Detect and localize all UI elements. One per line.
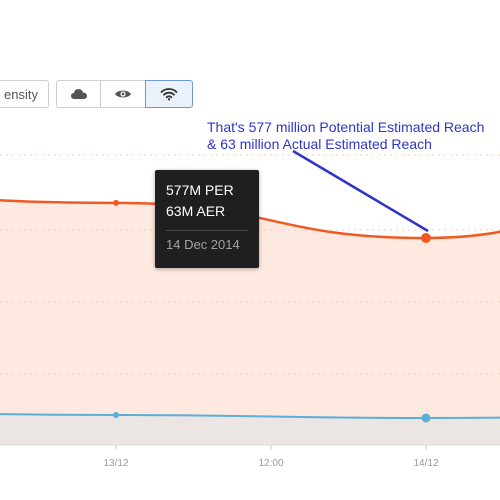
aer-area (0, 414, 500, 445)
cloud-view-button[interactable] (56, 80, 101, 108)
tooltip-per-value: 577M PER (166, 182, 234, 198)
density-filter-label: ensity (4, 86, 38, 102)
reach-annotation: That's 577 million Potential Estimated R… (207, 119, 500, 153)
cloud-icon (70, 89, 87, 99)
x-tick-label: 12:00 (258, 458, 283, 469)
chart-tooltip: 577M PER 63M AER 14 Dec 2014 (155, 170, 259, 268)
annotation-line-2: & 63 million Actual Estimated Reach (207, 136, 432, 152)
tooltip-aer-value: 63M AER (166, 203, 226, 219)
per-area (0, 200, 500, 445)
wifi-view-button[interactable] (145, 80, 193, 108)
aer-point (113, 412, 119, 418)
density-filter-button[interactable]: ensity (0, 80, 49, 108)
tooltip-separator (166, 230, 248, 231)
x-tick-label: 14/12 (413, 458, 438, 469)
per-point (421, 233, 431, 243)
view-toggle-group (56, 80, 193, 108)
x-tick-label: 13/12 (103, 458, 128, 469)
annotation-line-1: That's 577 million Potential Estimated R… (207, 119, 485, 135)
tooltip-date: 14 Dec 2014 (166, 237, 240, 252)
wifi-icon (160, 88, 178, 101)
aer-point (421, 413, 431, 423)
eye-icon (115, 90, 131, 98)
per-point (113, 199, 119, 206)
annotation-pointer (292, 149, 429, 233)
eye-view-button[interactable] (101, 80, 146, 108)
